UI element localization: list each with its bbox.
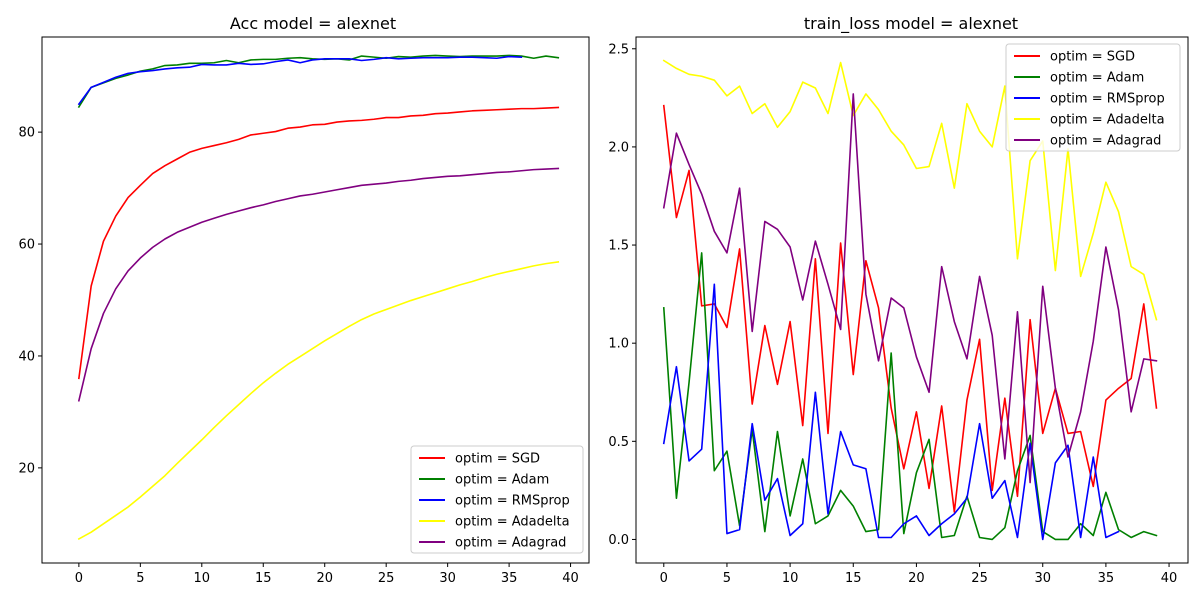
acc-axes-frame xyxy=(41,36,590,564)
loss-series-line-adagrad xyxy=(662,93,1158,484)
acc-x-tick-label: 30 xyxy=(439,571,456,586)
acc-series-line-sgd xyxy=(77,106,560,380)
acc-series-line-rmsprop xyxy=(77,55,523,106)
loss-legend: optim = SGD optim = Adam optim = RMSprop op… xyxy=(1005,43,1181,152)
loss-y-tick-label: 0.5 xyxy=(608,435,629,450)
loss-y-tick-label: 2.5 xyxy=(608,42,629,57)
loss-y-tick-label: 1.5 xyxy=(608,239,629,254)
acc-x-tick-label: 10 xyxy=(194,571,211,586)
acc-x-tick-label: 35 xyxy=(501,571,518,586)
acc-legend-label-adagrad: optim = Adagrad xyxy=(455,536,566,551)
acc-y-tick-label: 40 xyxy=(18,349,35,364)
loss-legend-label-rmsprop: optim = RMSprop xyxy=(1050,92,1165,107)
acc-y-tick-label: 60 xyxy=(18,238,35,253)
loss-x-tick-label: 20 xyxy=(908,571,925,586)
acc-x-tick-label: 40 xyxy=(562,571,579,586)
loss-legend-box xyxy=(1005,43,1181,152)
loss-series-line-adadelta xyxy=(662,59,1158,321)
acc-chart-title: Acc model = alexnet xyxy=(230,14,396,33)
acc-legend-label-rmsprop: optim = RMSprop xyxy=(455,494,570,509)
acc-legend-label-adam: optim = Adam xyxy=(455,473,549,488)
acc-x-tick-label: 0 xyxy=(75,571,83,586)
loss-x-tick-label: 5 xyxy=(723,571,731,586)
loss-legend-label-adadelta: optim = Adadelta xyxy=(1050,113,1165,128)
acc-series-line-adadelta xyxy=(77,261,560,541)
acc-legend: optim = SGD optim = Adam optim = RMSprop op… xyxy=(410,445,584,554)
acc-x-tick-label: 20 xyxy=(316,571,333,586)
loss-x-tick-label: 25 xyxy=(971,571,988,586)
loss-series-line-rmsprop xyxy=(662,283,1120,541)
loss-y-tick-label: 0.0 xyxy=(608,533,629,548)
loss-x-tick-label: 10 xyxy=(782,571,799,586)
acc-legend-label-adadelta: optim = Adadelta xyxy=(455,515,570,530)
loss-legend-label-sgd: optim = SGD xyxy=(1050,50,1135,65)
loss-y-tick-label: 1.0 xyxy=(608,337,629,352)
acc-x-tick-label: 5 xyxy=(136,571,144,586)
loss-x-tick-label: 35 xyxy=(1098,571,1115,586)
acc-legend-box xyxy=(410,445,584,554)
acc-legend-label-sgd: optim = SGD xyxy=(455,452,540,467)
acc-x-tick-label: 25 xyxy=(378,571,395,586)
train-loss-chart-title: train_loss model = alexnet xyxy=(804,14,1018,34)
train-loss-chart-panel: train_loss model = alexnet 0 5 10 15 20 25 30 3… xyxy=(608,14,1189,586)
loss-y-tick-label: 2.0 xyxy=(608,140,629,155)
loss-legend-label-adam: optim = Adam xyxy=(1050,71,1144,86)
loss-x-tick-label: 0 xyxy=(660,571,668,586)
acc-x-tick-label: 15 xyxy=(255,571,272,586)
loss-legend-label-adagrad: optim = Adagrad xyxy=(1050,134,1161,149)
acc-y-tick-label: 80 xyxy=(18,126,35,141)
acc-chart-panel: Acc model = alexnet 0 5 10 15 20 25 30 35 40 20 40… xyxy=(18,14,590,586)
loss-axes-frame xyxy=(635,36,1189,564)
acc-y-tick-label: 20 xyxy=(18,461,35,476)
acc-series-line-adagrad xyxy=(77,167,560,402)
loss-x-tick-label: 30 xyxy=(1034,571,1051,586)
loss-x-tick-label: 40 xyxy=(1161,571,1178,586)
loss-x-tick-label: 15 xyxy=(845,571,862,586)
